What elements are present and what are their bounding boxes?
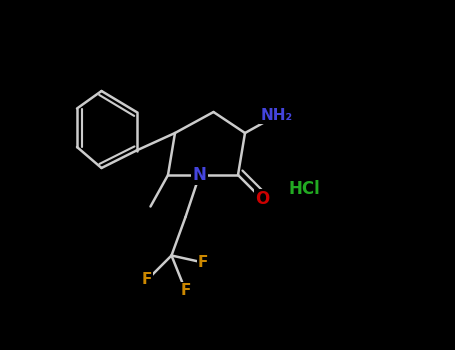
Text: N: N: [192, 166, 207, 184]
Text: HCl: HCl: [288, 180, 320, 198]
Text: F: F: [180, 283, 191, 298]
Text: F: F: [142, 273, 152, 287]
Text: NH₂: NH₂: [260, 108, 293, 123]
Text: F: F: [198, 255, 208, 270]
Text: O: O: [255, 190, 270, 209]
